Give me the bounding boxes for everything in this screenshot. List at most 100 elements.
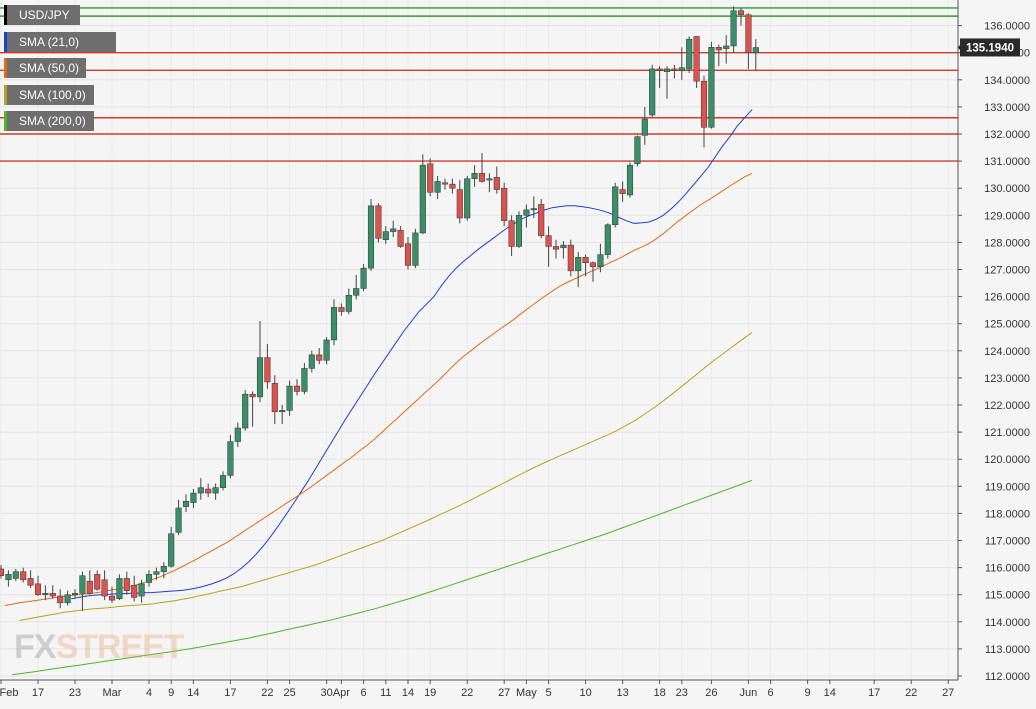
candle <box>316 348 323 365</box>
candle <box>123 571 130 595</box>
candle <box>641 106 648 145</box>
candle <box>397 226 404 248</box>
candle <box>345 288 352 315</box>
candle <box>131 575 138 602</box>
candle <box>375 203 382 243</box>
x-tick-label: 26 <box>705 687 717 699</box>
candle <box>456 180 463 224</box>
candle-body <box>501 187 508 221</box>
candle <box>71 589 79 599</box>
candle-body <box>234 427 241 442</box>
candle <box>323 337 330 365</box>
candle-body <box>264 357 271 383</box>
candle-body <box>530 208 537 211</box>
x-tick-label: 14 <box>187 687 199 699</box>
candle <box>471 165 478 187</box>
candle-body <box>160 565 167 572</box>
candle <box>160 562 167 579</box>
candle <box>567 239 574 277</box>
candle <box>486 173 493 193</box>
candle-body <box>449 183 456 189</box>
candle-body <box>745 14 752 53</box>
candle <box>715 44 722 67</box>
candle-body <box>153 571 160 575</box>
candle-body <box>693 36 700 82</box>
candle-body <box>316 354 323 361</box>
y-tick-label: 117.0000 <box>985 536 1030 548</box>
candle <box>264 344 271 389</box>
legend-item[interactable]: SMA (21,0) <box>4 31 116 52</box>
x-tick-label: 14 <box>402 687 414 699</box>
y-tick-label: 128.0000 <box>984 237 1030 249</box>
x-tick-label: 4 <box>146 687 152 699</box>
candle <box>404 236 412 270</box>
candle-body <box>301 368 308 392</box>
candle-body <box>375 205 382 239</box>
y-tick-label: 129.0000 <box>984 210 1030 222</box>
y-tick-label: 134.0000 <box>984 75 1030 87</box>
x-tick-label: 22 <box>461 687 473 699</box>
candle <box>353 274 360 300</box>
candle <box>678 47 685 80</box>
x-tick-label: 30 <box>320 687 332 699</box>
candle-body <box>279 410 286 413</box>
candle-body <box>286 385 293 411</box>
x-tick-label: 6 <box>361 687 367 699</box>
x-tick-label: 17 <box>32 687 44 699</box>
legend-item[interactable]: SMA (50,0) <box>4 58 86 78</box>
candle <box>412 228 419 269</box>
candle <box>79 571 86 611</box>
candle <box>86 570 93 595</box>
candle <box>227 434 234 479</box>
candle-body <box>478 173 486 182</box>
candle <box>604 223 611 259</box>
candle <box>153 567 160 580</box>
candle <box>219 471 227 491</box>
candle <box>301 362 308 395</box>
legend-item[interactable]: SMA (100,0) <box>4 84 94 105</box>
candle-body <box>434 181 441 193</box>
candle-body <box>293 385 301 392</box>
candle-body <box>116 578 123 600</box>
candle <box>745 13 752 69</box>
x-tick-label: Apr <box>333 687 350 699</box>
candle <box>530 196 537 219</box>
candle-body <box>723 45 730 49</box>
x-tick-label: 13 <box>616 687 628 699</box>
candle <box>634 135 641 167</box>
candle <box>271 375 278 424</box>
svg-text:FXSTREET: FXSTREET <box>14 628 185 666</box>
candle <box>545 226 552 267</box>
candle-body <box>27 578 34 586</box>
candle <box>552 239 560 259</box>
candle-body <box>641 118 648 136</box>
candle-body <box>20 571 27 581</box>
candle-body <box>131 584 138 598</box>
candle-body <box>227 441 234 476</box>
candle <box>0 564 5 579</box>
x-tick-label: 10 <box>579 687 591 699</box>
candle-body <box>182 500 190 507</box>
candle-body <box>123 578 130 591</box>
candle <box>234 422 241 448</box>
candle-body <box>94 574 101 590</box>
candle-body <box>345 294 352 312</box>
candle-body <box>456 189 463 219</box>
candle-body <box>752 47 759 53</box>
candle-body <box>168 533 175 567</box>
x-tick-label: 9 <box>168 687 174 699</box>
y-tick-label: 114.0000 <box>985 617 1030 629</box>
candle-body <box>663 68 671 72</box>
candle-body <box>71 593 79 595</box>
logo-street: STREET <box>55 628 184 666</box>
fxstreet-logo: FXSTREET <box>14 628 186 666</box>
y-tick-label: 130.0000 <box>984 183 1030 195</box>
x-tick-label: 6 <box>768 687 774 699</box>
legend-item[interactable]: USD/JPY <box>4 5 80 25</box>
candle-body <box>404 243 412 266</box>
candle <box>308 350 315 373</box>
legend-item[interactable]: SMA (200,0) <box>4 111 94 131</box>
y-tick-label: 120.0000 <box>984 454 1030 466</box>
candle <box>382 226 389 244</box>
last-price-label: 135.1940 <box>966 42 1014 54</box>
